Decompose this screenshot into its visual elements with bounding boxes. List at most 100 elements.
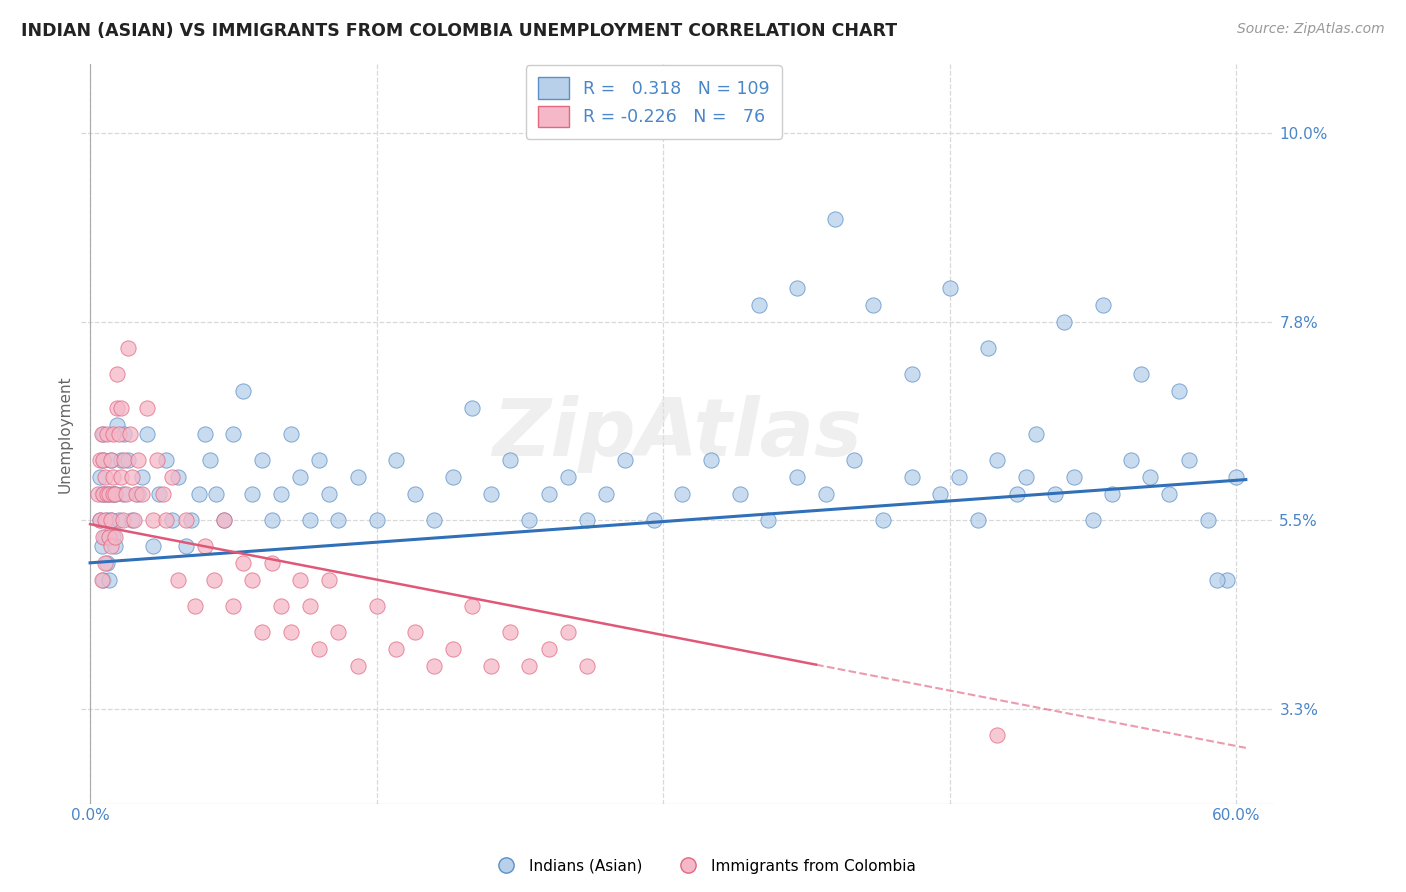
Point	[104, 539, 127, 553]
Point	[120, 426, 142, 441]
Point	[260, 513, 283, 527]
Point	[1177, 452, 1199, 467]
Point	[105, 401, 128, 415]
Point	[142, 513, 165, 527]
Point	[94, 470, 117, 484]
Point	[155, 513, 177, 527]
Point	[298, 599, 321, 613]
Point	[1005, 487, 1028, 501]
Point	[748, 298, 770, 312]
Point	[142, 539, 165, 553]
Point	[824, 211, 846, 226]
Point	[101, 470, 124, 484]
Point	[93, 487, 115, 501]
Point	[786, 470, 808, 484]
Point	[384, 641, 406, 656]
Point	[700, 452, 723, 467]
Point	[575, 513, 598, 527]
Point	[110, 452, 132, 467]
Point	[111, 513, 134, 527]
Point	[1121, 452, 1143, 467]
Point	[180, 513, 202, 527]
Point	[174, 513, 197, 527]
Point	[967, 513, 990, 527]
Point	[862, 298, 884, 312]
Point	[127, 452, 149, 467]
Point	[94, 556, 117, 570]
Point	[929, 487, 952, 501]
Point	[328, 513, 350, 527]
Point	[98, 487, 121, 501]
Point	[93, 452, 115, 467]
Point	[938, 280, 960, 294]
Point	[318, 487, 340, 501]
Point	[121, 513, 143, 527]
Point	[94, 530, 117, 544]
Point	[461, 599, 484, 613]
Point	[537, 487, 560, 501]
Point	[205, 487, 228, 501]
Point	[167, 470, 190, 484]
Point	[184, 599, 207, 613]
Point	[1215, 573, 1237, 587]
Point	[100, 539, 122, 553]
Point	[222, 599, 245, 613]
Point	[89, 513, 111, 527]
Point	[872, 513, 894, 527]
Point	[89, 452, 111, 467]
Point	[100, 513, 122, 527]
Point	[194, 539, 217, 553]
Point	[93, 452, 115, 467]
Point	[1129, 367, 1152, 381]
Point	[101, 530, 124, 544]
Point	[104, 530, 127, 544]
Point	[1081, 513, 1104, 527]
Point	[441, 641, 464, 656]
Point	[900, 470, 922, 484]
Point	[160, 470, 183, 484]
Point	[461, 401, 484, 415]
Point	[202, 573, 225, 587]
Point	[122, 513, 145, 527]
Point	[986, 452, 1008, 467]
Point	[110, 401, 132, 415]
Point	[308, 452, 330, 467]
Point	[100, 513, 122, 527]
Point	[595, 487, 617, 501]
Point	[194, 426, 217, 441]
Point	[557, 470, 579, 484]
Point	[232, 556, 254, 570]
Point	[280, 426, 302, 441]
Y-axis label: Unemployment: Unemployment	[58, 375, 72, 492]
Point	[1159, 487, 1181, 501]
Point	[844, 452, 866, 467]
Point	[101, 487, 124, 501]
Point	[114, 426, 136, 441]
Point	[1101, 487, 1123, 501]
Text: INDIAN (ASIAN) VS IMMIGRANTS FROM COLOMBIA UNEMPLOYMENT CORRELATION CHART: INDIAN (ASIAN) VS IMMIGRANTS FROM COLOMB…	[21, 22, 897, 40]
Point	[986, 728, 1008, 742]
Point	[250, 624, 273, 639]
Point	[900, 367, 922, 381]
Point	[1168, 384, 1191, 398]
Point	[96, 556, 118, 570]
Point	[104, 487, 127, 501]
Point	[614, 452, 637, 467]
Point	[423, 659, 446, 673]
Point	[308, 641, 330, 656]
Point	[96, 513, 118, 527]
Point	[98, 530, 121, 544]
Point	[290, 470, 312, 484]
Point	[117, 341, 139, 355]
Point	[90, 539, 112, 553]
Point	[423, 513, 446, 527]
Point	[121, 470, 143, 484]
Point	[557, 624, 579, 639]
Point	[212, 513, 235, 527]
Point	[93, 530, 115, 544]
Point	[100, 452, 122, 467]
Point	[131, 470, 153, 484]
Point	[977, 341, 1000, 355]
Point	[222, 426, 245, 441]
Point	[1043, 487, 1066, 501]
